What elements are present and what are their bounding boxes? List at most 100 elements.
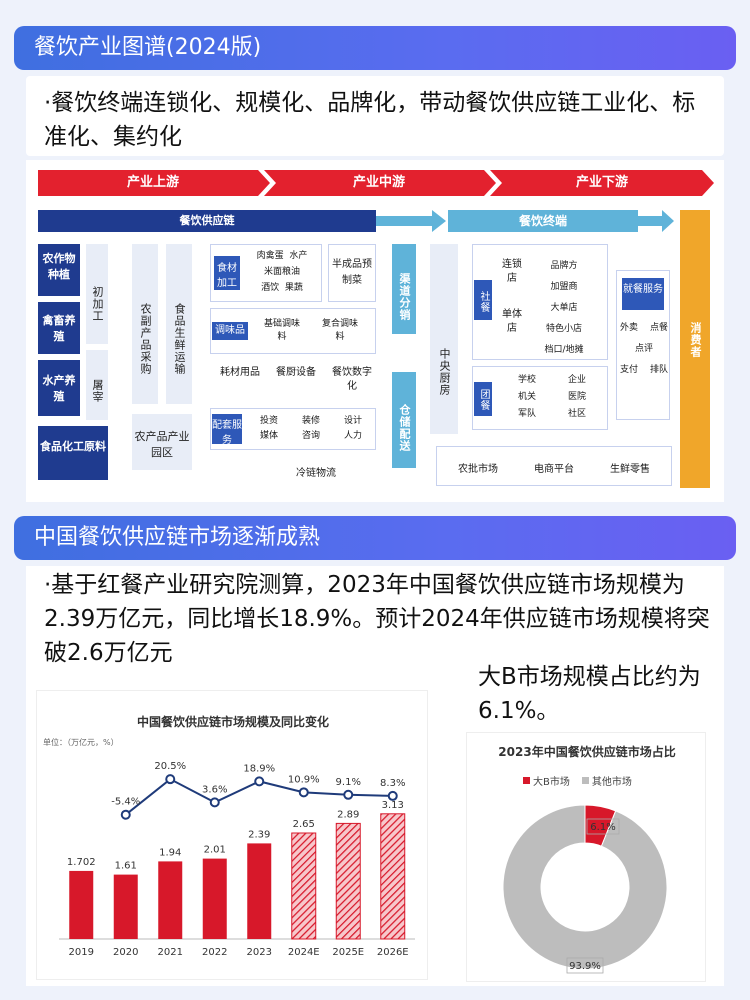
stage-arrows xyxy=(38,170,714,196)
legend-swatch xyxy=(523,777,530,784)
bar-value-label: 1.702 xyxy=(67,857,96,868)
equip-item: 餐厨设备 xyxy=(276,367,316,378)
stage-arrow xyxy=(264,170,496,196)
legend-swatch xyxy=(581,777,589,784)
line-value-label: 9.1% xyxy=(336,777,361,788)
x-tick-label: 2026E xyxy=(377,947,409,958)
section-title: 餐饮产业图谱(2024版) xyxy=(34,35,262,60)
tag-social: 社餐 xyxy=(474,280,492,320)
block-transport: 食品生鲜运输 xyxy=(166,244,192,404)
line-point xyxy=(254,776,265,787)
bar-value-label: 2.65 xyxy=(293,819,315,830)
line-point xyxy=(298,787,309,798)
share-chart: 2023年中国餐饮供应链市场占比 大B市场 其他市场 6.1% 93.9% xyxy=(466,732,706,982)
line-point xyxy=(209,797,220,808)
section-header-map: 餐饮产业图谱(2024版) xyxy=(14,26,736,70)
x-tick-label: 2021 xyxy=(158,947,183,958)
line-value-label: 3.6% xyxy=(202,784,227,795)
semi-finished-box: 半成品预制菜 xyxy=(328,244,376,302)
equip-item: 耗材用品 xyxy=(220,367,260,378)
slice-label: 93.9% xyxy=(569,961,601,972)
tag-dining: 就餐服务 xyxy=(622,278,664,310)
bar xyxy=(291,832,317,940)
bar-value-label: 2.01 xyxy=(204,845,226,856)
terminal-bar: 餐饮终端 xyxy=(448,210,638,232)
line-value-label: 10.9% xyxy=(288,774,320,785)
block-processing: 初加工 xyxy=(86,244,108,344)
retail-box xyxy=(436,446,672,486)
single-store-label: 单体店 xyxy=(502,309,522,334)
retail-items: 农批市场 电商平台 生鲜零售 xyxy=(458,464,650,475)
line-point xyxy=(165,774,176,785)
block-aquatic: 水产养殖 xyxy=(38,360,80,416)
bar xyxy=(247,843,272,939)
stage-label: 产业下游 xyxy=(575,175,628,190)
stage-label: 产业中游 xyxy=(352,175,405,190)
bar xyxy=(113,874,138,939)
chart-unit: 单位：（万亿元，%） xyxy=(43,738,119,747)
tag-food: 食材加工 xyxy=(214,256,240,290)
bar-value-label: 2.89 xyxy=(337,809,359,820)
x-tick-label: 2019 xyxy=(69,947,94,958)
side-note: 大B市场规模占比约为6.1%。 xyxy=(478,664,701,724)
x-tick-label: 2022 xyxy=(202,947,227,958)
block-crop: 农作物种植 xyxy=(38,244,80,296)
flow-arrow xyxy=(638,210,674,232)
group-box xyxy=(472,366,608,430)
service-items: 投资 装修 设计 媒体 咨询 人力 xyxy=(259,416,362,441)
slice-label-box xyxy=(566,957,604,974)
line-point xyxy=(120,809,131,820)
x-tick-label: 2024E xyxy=(288,947,320,958)
line-point xyxy=(387,790,398,801)
block-slaughter: 屠宰 xyxy=(86,350,108,420)
stage-arrow xyxy=(490,170,714,196)
block-procurement: 农副产品采购 xyxy=(132,244,158,404)
donut-svg: 6.1% 93.9% xyxy=(502,804,668,974)
bullet-text: ·餐饮终端连锁化、规模化、品牌化，带动餐饮供应链工业化、标准化、集约化 xyxy=(44,90,696,150)
bar xyxy=(69,870,94,939)
x-tick-label: 2020 xyxy=(113,947,138,958)
channel-block: 渠道分销 xyxy=(392,244,416,334)
season-item: 基础调味料 xyxy=(263,319,300,342)
bar-value-label: 2.39 xyxy=(248,829,270,840)
industry-map: 产业上游 产业中游 产业下游 餐饮供应链 餐饮终端 农作物种植 禽畜养殖 水产养… xyxy=(26,160,724,502)
section-header-market: 中国餐饮供应链市场逐渐成熟 xyxy=(14,516,736,560)
group-items: 学校 企业 机关 医院 军队 社区 xyxy=(517,375,586,419)
bullet-text: ·基于红餐产业研究院测算，2023年中国餐饮供应链市场规模为2.39万亿元，同比… xyxy=(44,572,710,666)
social-box xyxy=(472,244,608,360)
chart-title: 中国餐饮供应链市场规模及同比变化 xyxy=(136,715,329,729)
bar-line-svg: 1.702 2019 1.61 2020 1.94 2021 2.01 2022 2.39 202… xyxy=(59,761,415,958)
cold-chain-label: 冷链物流 xyxy=(296,468,336,479)
legend-label: 大B市场 xyxy=(533,777,570,788)
x-tick-label: 2023 xyxy=(247,947,272,958)
flow-arrow xyxy=(376,210,446,232)
legend-label: 其他市场 xyxy=(591,777,632,788)
consumer-block: 消费者 xyxy=(680,210,710,488)
warehouse-block: 仓储配送 xyxy=(392,372,416,468)
season-item: 复合调味料 xyxy=(321,319,358,342)
equip-item: 餐饮数字化 xyxy=(332,367,372,392)
slice-label-box xyxy=(586,818,620,835)
line-value-label: 8.3% xyxy=(380,778,405,789)
line-point xyxy=(343,789,354,800)
market-size-chart: 中国餐饮供应链市场规模及同比变化 单位：（万亿元，%） 1.702 2019 1.6… xyxy=(36,690,428,980)
social-items: 品牌方 加盟商 大单店 特色小店 档口/地摊 xyxy=(544,261,584,355)
stage-arrow xyxy=(38,170,270,196)
dining-items: 外卖 点餐 点评 支付 排队 xyxy=(620,323,668,375)
bullet-panel-1: ·餐饮终端连锁化、规模化、品牌化，带动餐饮供应链工业化、标准化、集约化 xyxy=(26,76,724,156)
block-chemical: 食品化工原料 xyxy=(38,426,108,480)
chain-store-label: 连锁店 xyxy=(502,259,522,284)
bar xyxy=(202,858,227,939)
donut-slice xyxy=(502,804,668,970)
line-value-label: 18.9% xyxy=(243,763,275,774)
pie-title: 2023年中国餐饮供应链市场占比 xyxy=(498,745,676,759)
section-title: 中国餐饮供应链市场逐渐成熟 xyxy=(34,525,321,550)
block-livestock: 禽畜养殖 xyxy=(38,302,80,354)
slice-label: 6.1% xyxy=(590,822,615,833)
pie-legend: 大B市场 其他市场 xyxy=(523,773,632,788)
bar xyxy=(380,813,406,940)
bar-value-label: 1.94 xyxy=(159,847,181,858)
tag-seasoning: 调味品 xyxy=(212,322,248,340)
bar-value-label: 3.13 xyxy=(382,800,404,811)
line-value-label: 20.5% xyxy=(154,761,186,772)
